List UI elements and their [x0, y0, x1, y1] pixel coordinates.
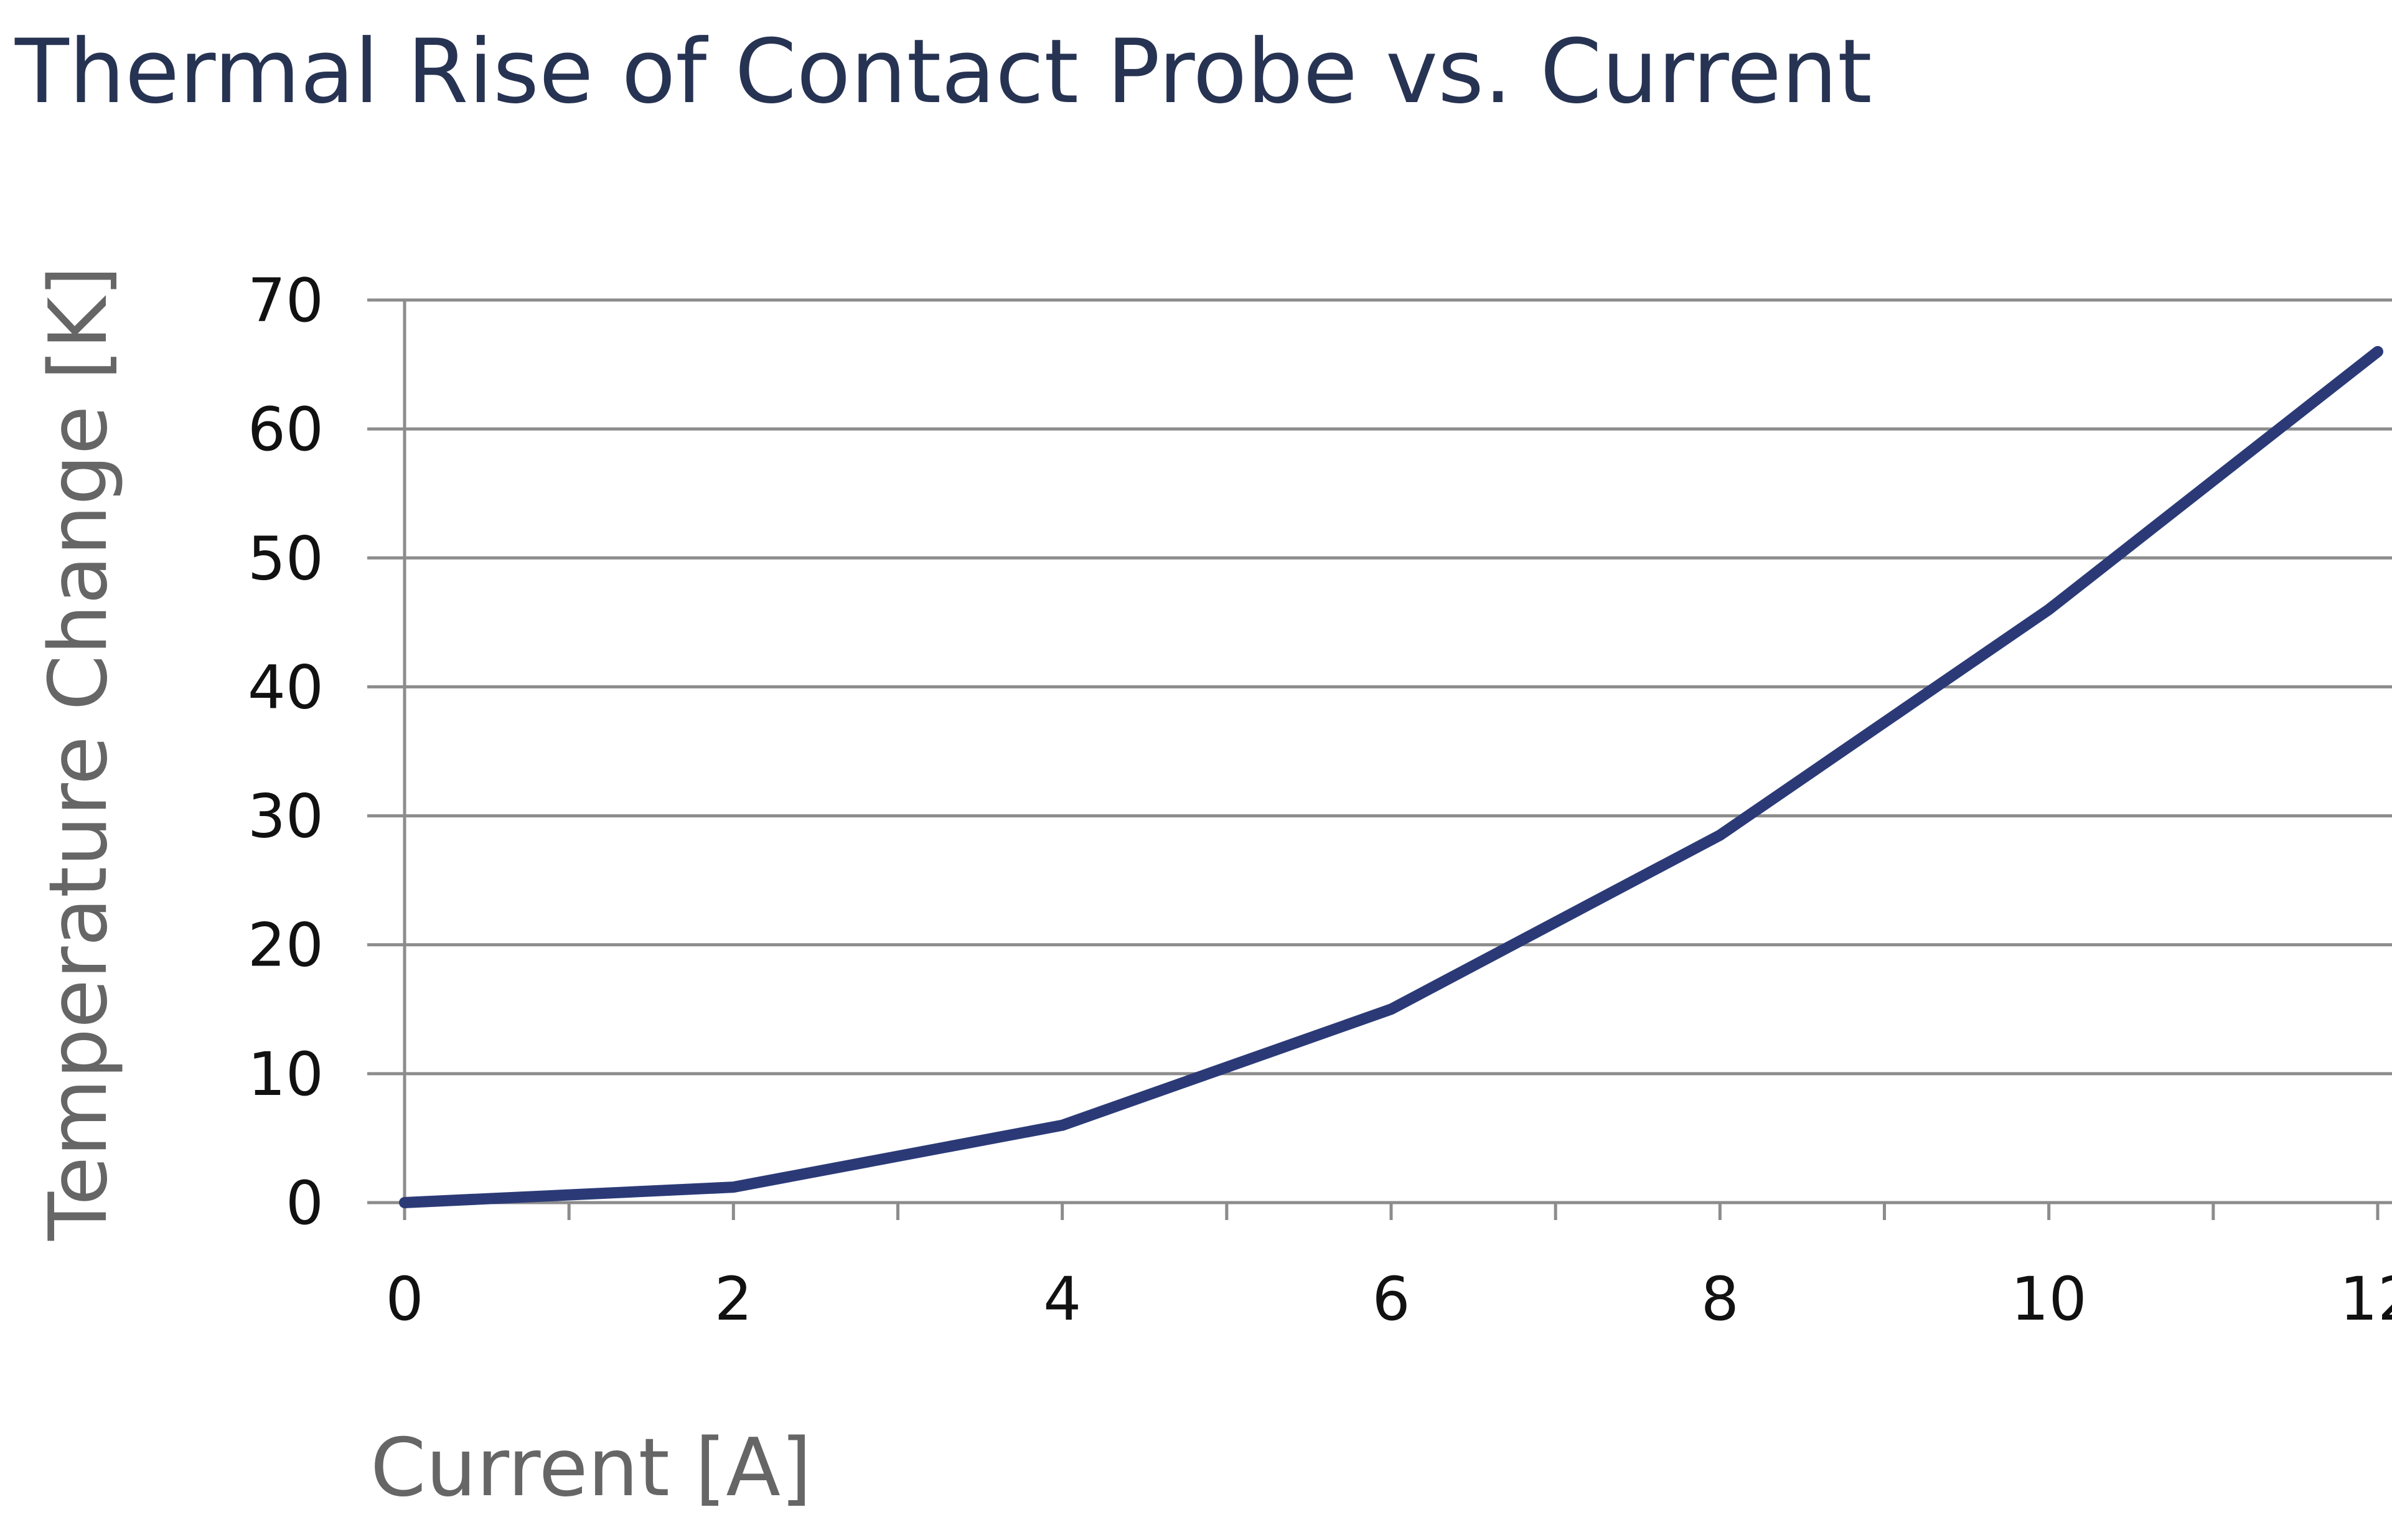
y-tick-label: 10 [248, 1040, 324, 1109]
y-tick-label: 50 [248, 524, 324, 593]
x-axis-title: Current [A] [370, 1422, 812, 1514]
y-tick-label: 40 [248, 652, 324, 722]
tick-marks [403, 1203, 2380, 1220]
x-tick-label: 12 [2340, 1264, 2392, 1334]
y-tick-label: 60 [248, 395, 324, 464]
x-tick-label: 8 [1701, 1264, 1739, 1334]
x-tick-label: 10 [2011, 1264, 2087, 1334]
gridlines [367, 298, 2392, 1204]
y-axis-title: Temperature Change [K] [32, 266, 125, 1241]
y-tick-labels: 0 10 20 30 40 50 60 70 [248, 266, 324, 1238]
y-tick-label: 20 [248, 911, 324, 980]
x-tick-label: 0 [385, 1264, 423, 1334]
series-line [399, 345, 2383, 1208]
x-tick-label: 2 [715, 1264, 753, 1334]
y-tick-label: 30 [248, 782, 324, 852]
y-tick-label: 0 [286, 1168, 324, 1238]
series [399, 345, 2383, 1208]
x-tick-labels: 0 2 4 6 8 10 12 [385, 1264, 2392, 1334]
y-tick-label: 70 [248, 266, 324, 336]
chart-title: Thermal Rise of Contact Probe vs. Curren… [15, 21, 1872, 123]
x-tick-label: 4 [1043, 1264, 1081, 1334]
x-tick-label: 6 [1372, 1264, 1410, 1334]
